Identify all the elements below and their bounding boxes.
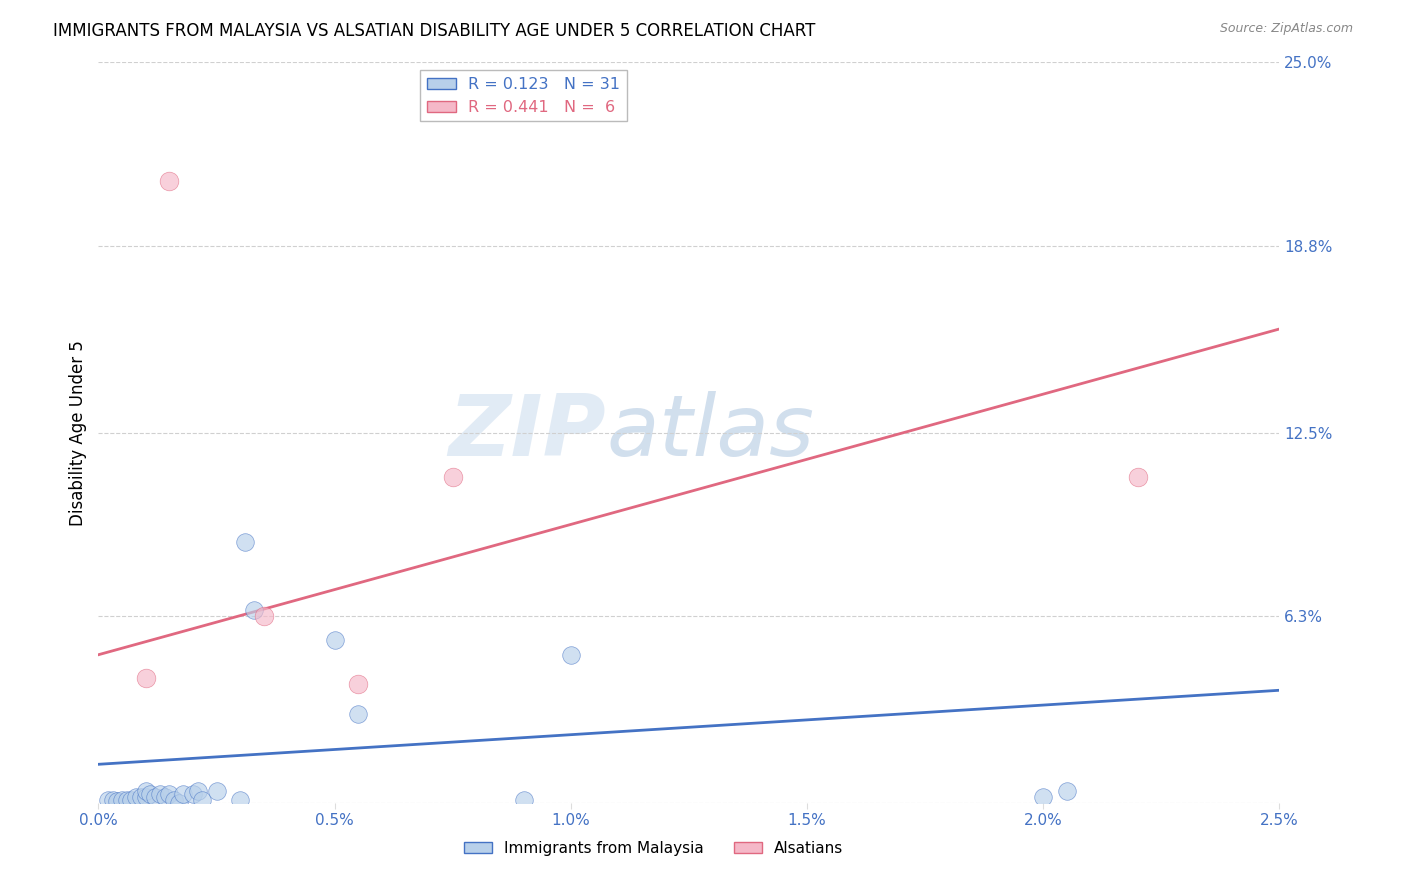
Point (157, 787, 180, 801)
Point (347, 706, 370, 721)
Point (347, 677, 370, 691)
Point (143, 789, 166, 804)
Point (167, 796, 190, 810)
Point (115, 793, 138, 807)
Point (135, 672, 157, 686)
Point (157, 174, 180, 188)
Point (243, 603, 266, 617)
Text: Source: ZipAtlas.com: Source: ZipAtlas.com (1219, 22, 1353, 36)
Point (111, 793, 134, 807)
Point (139, 787, 162, 801)
Point (172, 787, 194, 801)
Point (191, 793, 214, 807)
Point (323, 632, 346, 647)
Text: atlas: atlas (606, 391, 814, 475)
Point (149, 787, 172, 801)
Point (121, 793, 143, 807)
Point (105, 794, 128, 808)
Point (253, 609, 276, 624)
Point (233, 535, 256, 549)
Text: ZIP: ZIP (449, 391, 606, 475)
Point (560, 648, 582, 662)
Point (101, 793, 124, 807)
Point (129, 789, 152, 804)
Point (1056, 784, 1078, 798)
Point (512, 793, 534, 807)
Point (125, 789, 148, 804)
Point (181, 787, 204, 801)
Point (229, 793, 252, 807)
Text: IMMIGRANTS FROM MALAYSIA VS ALSATIAN DISABILITY AGE UNDER 5 CORRELATION CHART: IMMIGRANTS FROM MALAYSIA VS ALSATIAN DIS… (53, 22, 815, 40)
Point (135, 784, 157, 798)
Point (441, 470, 464, 484)
Point (1126, 470, 1149, 484)
Point (187, 784, 209, 798)
Point (205, 784, 228, 798)
Y-axis label: Disability Age Under 5: Disability Age Under 5 (69, 340, 87, 525)
Point (97, 793, 120, 807)
Point (135, 789, 157, 804)
Point (163, 793, 186, 807)
Point (153, 789, 176, 804)
Legend: Immigrants from Malaysia, Alsatians: Immigrants from Malaysia, Alsatians (458, 835, 849, 862)
Point (1032, 789, 1054, 804)
